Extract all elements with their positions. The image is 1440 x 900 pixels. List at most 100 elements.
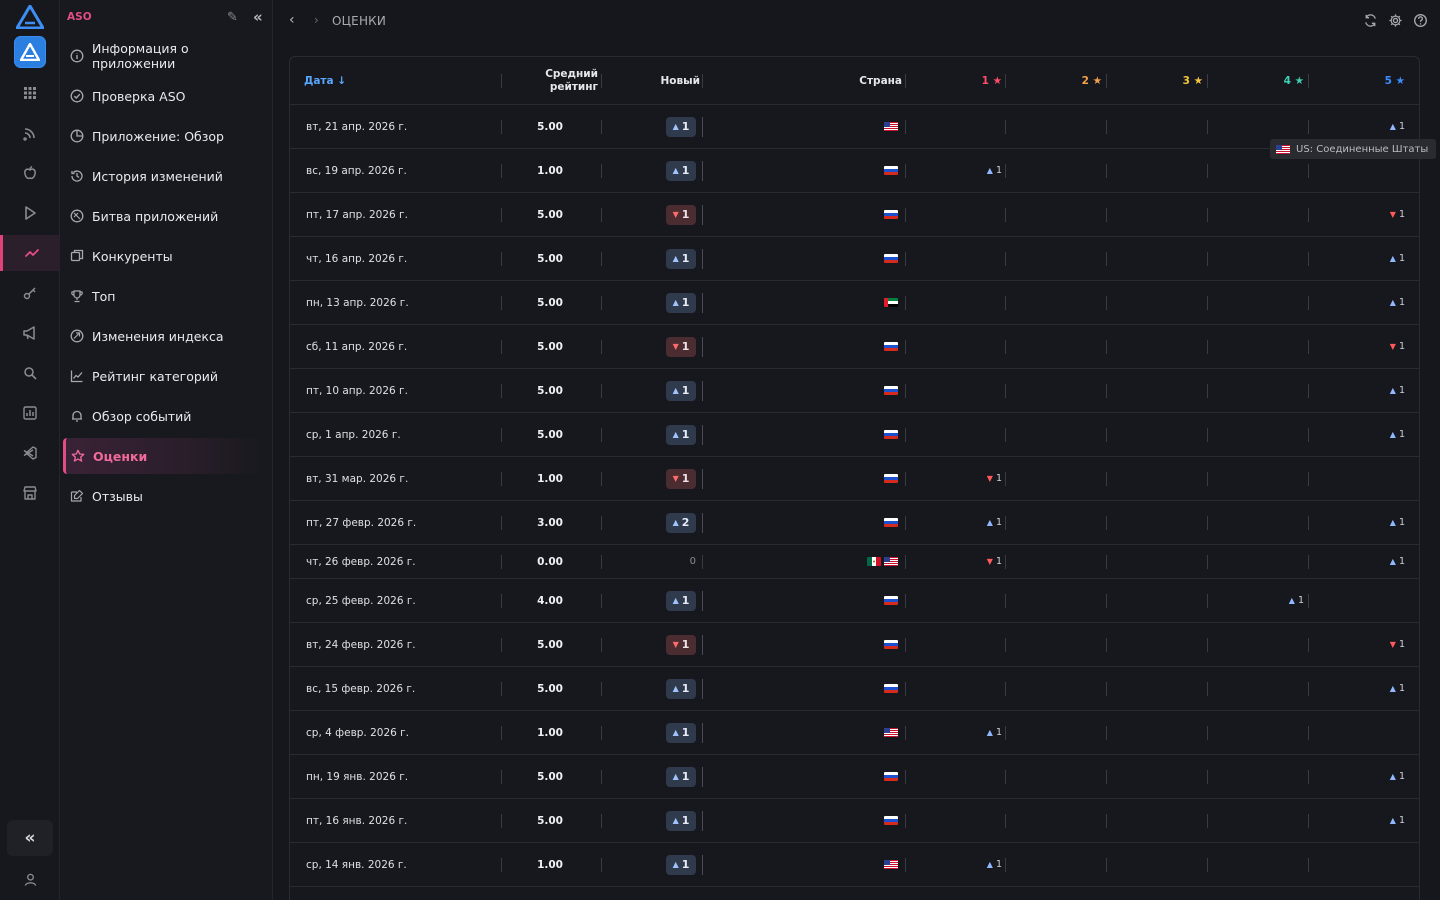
play-store-icon[interactable] xyxy=(0,195,60,231)
row-country[interactable] xyxy=(830,237,898,280)
flag-ru-icon[interactable] xyxy=(884,342,898,351)
sidebar-item-8[interactable]: Изменения индекса xyxy=(63,318,263,354)
table-row[interactable]: чт, 26 февр. 2026 г. 0.00 0 ▼ 1 ▲ 1 xyxy=(290,545,1419,579)
sidebar-item-2[interactable]: Проверка ASO xyxy=(63,78,263,114)
sidebar-item-11[interactable]: Оценки xyxy=(63,438,263,474)
sidebar-item-7[interactable]: Топ xyxy=(63,278,263,314)
grid-apps-icon[interactable] xyxy=(0,75,60,111)
row-country[interactable] xyxy=(830,843,898,886)
row-country[interactable] xyxy=(830,667,898,710)
row-country[interactable] xyxy=(830,457,898,500)
triangle-up-icon: ▲ xyxy=(986,728,993,737)
apple-icon[interactable] xyxy=(0,155,60,191)
flag-ru-icon[interactable] xyxy=(884,474,898,483)
refresh-icon[interactable] xyxy=(1363,13,1379,29)
flag-us-icon[interactable] xyxy=(884,728,898,737)
cell-divider xyxy=(501,554,502,569)
table-row[interactable]: пн, 13 апр. 2026 г. 5.00 ▲ 1 ▲ 1 xyxy=(290,281,1419,325)
table-row[interactable]: ср, 4 февр. 2026 г. 1.00 ▲ 1 ▲ 1 xyxy=(290,711,1419,755)
column-header-avg-rating[interactable]: Средний рейтинг xyxy=(522,57,598,105)
column-header-new[interactable]: Новый xyxy=(660,75,701,87)
table-row[interactable]: пн, 19 янв. 2026 г. 5.00 ▲ 1 ▲ 1 xyxy=(290,755,1419,799)
feed-icon[interactable] xyxy=(0,115,60,151)
row-country[interactable] xyxy=(830,799,898,842)
flag-ru-icon[interactable] xyxy=(884,166,898,175)
flag-mx-icon[interactable] xyxy=(867,557,881,566)
sidebar-item-9[interactable]: Рейтинг категорий xyxy=(63,358,263,394)
table-row[interactable]: чт, 16 апр. 2026 г. 5.00 ▲ 1 ▲ 1 xyxy=(290,237,1419,281)
table-row[interactable]: вс, 15 февр. 2026 г. 5.00 ▲ 1 ▲ 1 xyxy=(290,667,1419,711)
flag-ru-icon[interactable] xyxy=(884,816,898,825)
gear-icon[interactable] xyxy=(1388,13,1404,29)
sidebar-item-5[interactable]: Битва приложений xyxy=(63,198,263,234)
search-tools-icon[interactable] xyxy=(0,355,60,391)
analytics-icon[interactable] xyxy=(0,395,60,431)
flag-ae-icon[interactable] xyxy=(884,298,898,307)
row-country[interactable] xyxy=(830,105,898,148)
user-icon[interactable] xyxy=(0,862,60,896)
flag-ru-icon[interactable] xyxy=(884,772,898,781)
table-row[interactable]: ср, 1 апр. 2026 г. 5.00 ▲ 1 ▲ 1 xyxy=(290,413,1419,457)
triangle-up-icon: ▲ xyxy=(672,430,679,439)
table-row[interactable]: сб, 11 апр. 2026 г. 5.00 ▼ 1 ▼ 1 xyxy=(290,325,1419,369)
table-row[interactable]: ср, 14 янв. 2026 г. 1.00 ▲ 1 ▲ 1 xyxy=(290,843,1419,887)
sidebar-item-4[interactable]: История изменений xyxy=(63,158,263,194)
sidebar-item-6[interactable]: Конкуренты xyxy=(63,238,263,274)
brand-logo-icon[interactable] xyxy=(15,4,45,30)
flag-us-icon[interactable] xyxy=(884,122,898,131)
sidebar-item-3[interactable]: Приложение: Обзор xyxy=(63,118,263,154)
store-icon[interactable] xyxy=(0,475,60,511)
column-header-4-star[interactable]: 4 ★ xyxy=(1283,75,1304,87)
sidebar-item-10[interactable]: Обзор событий xyxy=(63,398,263,434)
vscode-icon[interactable] xyxy=(0,435,60,471)
pencil-icon[interactable]: ✎ xyxy=(227,10,238,25)
sidebar-item-12[interactable]: Отзывы xyxy=(63,478,263,514)
table-row[interactable]: вт, 21 апр. 2026 г. 5.00 ▲ 1 ▲ 1 xyxy=(290,105,1419,149)
table-row[interactable]: вт, 24 февр. 2026 г. 5.00 ▼ 1 ▼ 1 xyxy=(290,623,1419,667)
collapse-sidebar-button[interactable]: « xyxy=(253,8,263,26)
flag-ru-icon[interactable] xyxy=(884,640,898,649)
row-country[interactable] xyxy=(830,545,898,578)
row-country[interactable] xyxy=(830,149,898,192)
column-header-2-star[interactable]: 2 ★ xyxy=(1081,75,1102,87)
table-row[interactable]: вс, 19 апр. 2026 г. 1.00 ▲ 1 ▲ 1 xyxy=(290,149,1419,193)
back-chevron-icon[interactable]: ‹ xyxy=(289,12,295,28)
table-row[interactable]: пт, 16 янв. 2026 г. 5.00 ▲ 1 ▲ 1 xyxy=(290,799,1419,843)
app-avatar-icon[interactable] xyxy=(14,36,46,68)
column-header-5-star[interactable]: 5 ★ xyxy=(1384,75,1405,87)
table-row[interactable]: пт, 17 апр. 2026 г. 5.00 ▼ 1 ▼ 1 xyxy=(290,193,1419,237)
sidebar-item-1[interactable]: Информация о приложении xyxy=(63,38,263,74)
flag-us-icon[interactable] xyxy=(884,557,898,566)
row-country[interactable] xyxy=(830,623,898,666)
flag-ru-icon[interactable] xyxy=(884,430,898,439)
row-country[interactable] xyxy=(830,369,898,412)
row-country[interactable] xyxy=(830,193,898,236)
flag-ru-icon[interactable] xyxy=(884,210,898,219)
megaphone-icon[interactable] xyxy=(0,315,60,351)
row-country[interactable] xyxy=(830,501,898,544)
trend-icon[interactable] xyxy=(0,235,60,271)
table-row[interactable]: пт, 10 апр. 2026 г. 5.00 ▲ 1 ▲ 1 xyxy=(290,369,1419,413)
row-country[interactable] xyxy=(830,281,898,324)
flag-ru-icon[interactable] xyxy=(884,684,898,693)
row-country[interactable] xyxy=(830,711,898,754)
flag-ru-icon[interactable] xyxy=(884,254,898,263)
column-header-country[interactable]: Страна xyxy=(859,75,902,87)
table-row[interactable]: вт, 31 мар. 2026 г. 1.00 ▼ 1 ▼ 1 xyxy=(290,457,1419,501)
collapse-rail-button[interactable]: « xyxy=(7,820,53,856)
table-row[interactable]: ср, 25 февр. 2026 г. 4.00 ▲ 1 ▲ 1 xyxy=(290,579,1419,623)
flag-ru-icon[interactable] xyxy=(884,596,898,605)
column-header-date[interactable]: Дата ↓ xyxy=(304,75,347,87)
key-icon[interactable] xyxy=(0,275,60,311)
flag-ru-icon[interactable] xyxy=(884,386,898,395)
table-row[interactable]: пт, 27 февр. 2026 г. 3.00 ▲ 2 ▲ 1 ▲ 1 xyxy=(290,501,1419,545)
row-country[interactable] xyxy=(830,325,898,368)
row-country[interactable] xyxy=(830,413,898,456)
column-header-1-star[interactable]: 1 ★ xyxy=(981,75,1002,87)
row-country[interactable] xyxy=(830,755,898,798)
row-country[interactable] xyxy=(830,579,898,622)
column-header-3-star[interactable]: 3 ★ xyxy=(1182,75,1203,87)
help-icon[interactable] xyxy=(1413,13,1429,29)
flag-us-icon[interactable] xyxy=(884,860,898,869)
flag-ru-icon[interactable] xyxy=(884,518,898,527)
